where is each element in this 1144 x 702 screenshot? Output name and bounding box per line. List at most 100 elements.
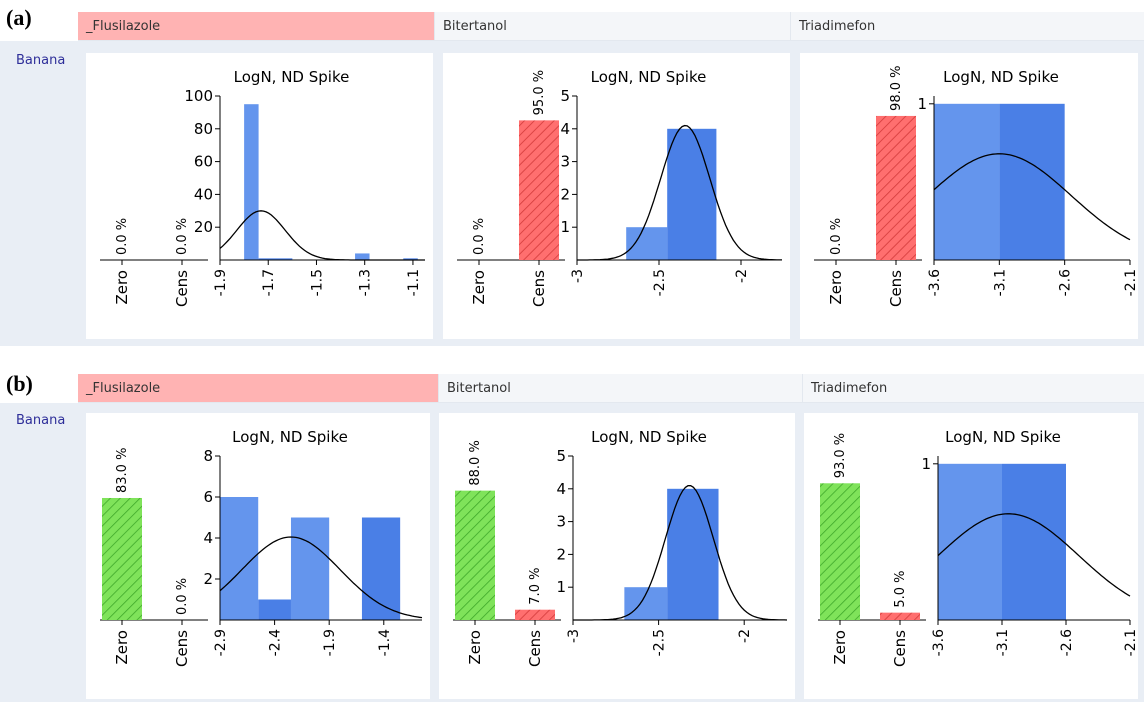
x-tick-label: -2 bbox=[737, 629, 753, 643]
zero-bar bbox=[102, 497, 142, 620]
y-tick-label: 4 bbox=[556, 480, 566, 498]
x-tick-label: -3 bbox=[566, 629, 582, 643]
header-row-b: _Flusilazole Bitertanol Triadimefon bbox=[78, 374, 1144, 403]
row-label-banana-a[interactable]: Banana bbox=[16, 53, 66, 68]
column-header-triadimefon[interactable]: Triadimefon bbox=[802, 374, 1144, 402]
histogram-bar bbox=[624, 587, 668, 620]
value-label: 0.0 % bbox=[829, 218, 844, 255]
value-label: 7.0 % bbox=[528, 568, 543, 605]
chart-title: LogN, ND Spike bbox=[943, 68, 1059, 86]
panel-label-a: (a) bbox=[6, 5, 32, 30]
histogram-bar bbox=[361, 517, 401, 620]
chart-a-flusilazole: LogN, ND Spike 0.0 % Zero 0.0 % Cens 20 40 60 80… bbox=[100, 68, 425, 307]
y-tick-label: 2 bbox=[560, 185, 570, 203]
category-label: Zero bbox=[470, 270, 488, 305]
value-label: 95.0 % bbox=[532, 70, 547, 115]
x-tick-label: -1.9 bbox=[213, 269, 229, 296]
category-label: Cens bbox=[173, 630, 191, 667]
chart-card-b-flusilazole: LogN, ND Spike 83.0 % Zero 0.0 % Cens 2 4 6 8 -2.… bbox=[86, 413, 430, 699]
panel-label-b: (b) bbox=[6, 371, 33, 396]
y-tick-label: 4 bbox=[560, 120, 570, 138]
x-tick-label: -1.4 bbox=[377, 629, 393, 656]
chart-b-triadimefon: LogN, ND Spike 93.0 % Zero 5.0 % Cens 1 -3.6 -3… bbox=[818, 428, 1138, 667]
y-tick-label: 80 bbox=[194, 120, 213, 138]
column-header-triadimefon[interactable]: Triadimefon bbox=[790, 12, 1144, 40]
x-tick-label: -3 bbox=[570, 269, 586, 283]
histogram-bar bbox=[934, 103, 1000, 260]
chart-card-a-flusilazole: LogN, ND Spike 0.0 % Zero 0.0 % Cens 20 40 60 80… bbox=[86, 53, 433, 339]
y-tick-label: 1 bbox=[556, 578, 566, 596]
chart-a-bitertanol: LogN, ND Spike 0.0 % Zero 95.0 % Cens 1 2 3 4 5 -3… bbox=[457, 68, 782, 307]
fit-curve bbox=[577, 124, 782, 261]
x-tick-label: -3.1 bbox=[995, 629, 1011, 656]
x-tick-label: -2.5 bbox=[652, 629, 668, 656]
histogram-bar bbox=[258, 599, 291, 620]
x-tick-label: -2.9 bbox=[213, 629, 229, 656]
histogram-bar bbox=[1002, 463, 1066, 620]
value-label: 93.0 % bbox=[833, 433, 848, 478]
x-tick-label: -3.6 bbox=[927, 269, 943, 296]
cens-bar bbox=[880, 612, 920, 620]
category-label: Cens bbox=[891, 630, 909, 667]
column-header-flusilazole[interactable]: _Flusilazole bbox=[78, 12, 434, 40]
x-tick-label: -1.7 bbox=[261, 269, 277, 296]
x-tick-label: -2 bbox=[734, 269, 750, 283]
x-tick-label: -1.9 bbox=[322, 629, 338, 656]
chart-b-bitertanol: LogN, ND Spike 88.0 % Zero 7.0 % Cens 1 2 3 4 5 -3… bbox=[453, 428, 788, 667]
value-label: 5.0 % bbox=[893, 570, 908, 607]
row-label-banana-b[interactable]: Banana bbox=[16, 413, 66, 428]
y-tick-label: 60 bbox=[194, 153, 213, 171]
histogram-bar bbox=[938, 463, 1002, 620]
zero-bar bbox=[455, 490, 495, 620]
chart-card-b-triadimefon: LogN, ND Spike 93.0 % Zero 5.0 % Cens 1 -3.6 -3… bbox=[804, 413, 1138, 699]
category-label: Cens bbox=[526, 630, 544, 667]
y-tick-label: 3 bbox=[556, 513, 566, 531]
category-label: Zero bbox=[466, 630, 484, 665]
chart-title: LogN, ND Spike bbox=[945, 428, 1061, 446]
cens-bar bbox=[515, 609, 555, 620]
y-tick-label: 2 bbox=[556, 545, 566, 563]
zero-bar bbox=[820, 483, 860, 620]
x-tick-label: -1.5 bbox=[309, 269, 325, 296]
histogram-bar bbox=[220, 497, 259, 620]
y-tick-label: 5 bbox=[556, 447, 566, 465]
fit-curve bbox=[937, 513, 1131, 597]
value-label: 0.0 % bbox=[472, 218, 487, 255]
cens-bar bbox=[519, 120, 559, 260]
x-tick-label: -3.1 bbox=[992, 269, 1008, 296]
category-label: Cens bbox=[887, 270, 905, 307]
histogram-bar bbox=[403, 258, 418, 260]
value-label: 88.0 % bbox=[468, 440, 483, 485]
cens-bar bbox=[876, 115, 916, 260]
chart-title: LogN, ND Spike bbox=[591, 68, 707, 86]
y-tick-label: 1 bbox=[921, 455, 931, 473]
column-header-bitertanol[interactable]: Bitertanol bbox=[434, 12, 790, 40]
category-label: Zero bbox=[827, 270, 845, 305]
y-tick-label: 20 bbox=[194, 218, 213, 236]
y-tick-label: 1 bbox=[560, 218, 570, 236]
histogram-bar bbox=[667, 488, 719, 620]
x-tick-label: -1.3 bbox=[358, 269, 374, 296]
x-tick-label: -2.6 bbox=[1059, 629, 1075, 656]
histogram-bar bbox=[667, 128, 717, 260]
header-row-a: _Flusilazole Bitertanol Triadimefon bbox=[78, 12, 1144, 41]
fit-curve bbox=[219, 536, 423, 619]
category-label: Cens bbox=[530, 270, 548, 307]
x-tick-label: -2.5 bbox=[652, 269, 668, 296]
column-header-bitertanol[interactable]: Bitertanol bbox=[438, 374, 802, 402]
value-label: 0.0 % bbox=[175, 578, 190, 615]
y-tick-label: 5 bbox=[560, 87, 570, 105]
chart-a-triadimefon: LogN, ND Spike 0.0 % Zero 98.0 % Cens 1 -3.6 -3… bbox=[814, 66, 1138, 307]
y-tick-label: 8 bbox=[203, 447, 213, 465]
y-tick-label: 3 bbox=[560, 153, 570, 171]
fit-curve bbox=[933, 153, 1131, 241]
y-tick-label: 4 bbox=[203, 529, 213, 547]
histogram-bar bbox=[244, 104, 259, 260]
histogram-bar bbox=[355, 253, 370, 260]
category-label: Zero bbox=[831, 630, 849, 665]
value-label: 0.0 % bbox=[175, 218, 190, 255]
chart-b-flusilazole: LogN, ND Spike 83.0 % Zero 0.0 % Cens 2 4 6 8 -2.… bbox=[100, 428, 423, 667]
column-header-flusilazole[interactable]: _Flusilazole bbox=[78, 374, 438, 402]
x-tick-label: -2.1 bbox=[1123, 269, 1138, 296]
value-label: 0.0 % bbox=[115, 218, 130, 255]
